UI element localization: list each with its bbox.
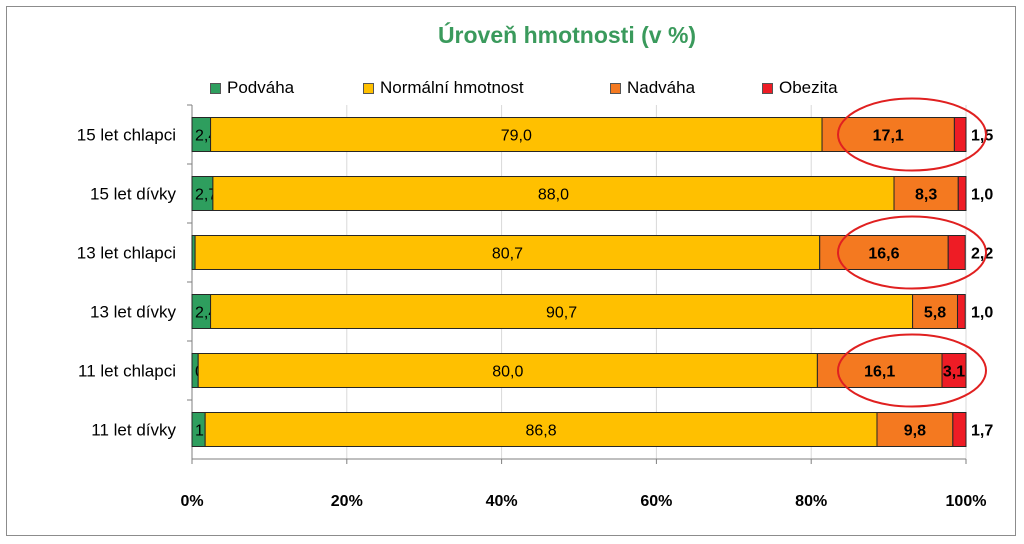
data-label: 5,8	[924, 305, 946, 322]
bar-segment	[953, 117, 967, 152]
data-label: 16,6	[868, 246, 899, 263]
category-label: 15 let chlapci	[77, 126, 176, 145]
chart-legend: Podváha Normální hmotnost Nadváha Obezita	[0, 78, 1024, 102]
bar-segment	[957, 176, 967, 211]
x-tick-label: 0%	[180, 493, 203, 510]
legend-label: Obezita	[779, 78, 838, 97]
x-tick-label: 60%	[640, 493, 672, 510]
data-label: 9,8	[904, 423, 926, 440]
data-label: 17,1	[873, 128, 904, 145]
legend-swatch	[210, 82, 221, 94]
category-label: 15 let dívky	[90, 185, 176, 204]
data-label: 80,7	[492, 246, 523, 263]
data-label: 2,2	[971, 246, 993, 263]
data-label: 8,3	[915, 187, 937, 204]
data-label: 16,1	[864, 364, 895, 381]
bar-segment	[204, 412, 878, 447]
category-label: 11 let chlapci	[78, 362, 176, 381]
bar-segment	[197, 353, 818, 388]
data-label: 80,0	[492, 364, 523, 381]
legend-item: Nadváha	[610, 78, 695, 98]
data-label: 1,0	[971, 187, 993, 204]
bar-segment	[212, 176, 895, 211]
legend-label: Podváha	[227, 78, 295, 97]
highlight-ellipse	[837, 215, 987, 290]
legend-swatch	[363, 82, 374, 94]
legend-item: Normální hmotnost	[363, 78, 524, 98]
x-tick-label: 20%	[331, 493, 363, 510]
legend-swatch	[610, 82, 621, 94]
data-label: 90,7	[546, 305, 577, 322]
highlight-ellipse	[837, 333, 987, 408]
data-label: 3,1	[943, 364, 965, 381]
x-tick-label: 100%	[946, 493, 987, 510]
bar-segment	[210, 294, 914, 329]
legend-label: Nadváha	[627, 78, 696, 97]
bar-segment	[956, 294, 966, 329]
bar-segment	[941, 353, 967, 388]
data-label: 1,0	[971, 305, 993, 322]
bar-segment	[952, 412, 967, 447]
bar-segment	[210, 117, 823, 152]
data-label: 1,7	[971, 423, 993, 440]
bar-segment	[893, 176, 959, 211]
legend-swatch	[762, 82, 773, 94]
data-label: 1,5	[971, 128, 993, 145]
data-label: 79,0	[501, 128, 532, 145]
data-label: 88,0	[538, 187, 569, 204]
legend-label: Normální hmotnost	[380, 78, 524, 97]
highlight-ellipse	[837, 97, 987, 172]
x-tick-label: 40%	[486, 493, 518, 510]
bar-segment	[947, 235, 966, 270]
data-label: 86,8	[526, 423, 557, 440]
legend-item: Obezita	[762, 78, 838, 98]
legend-item: Podváha	[210, 78, 294, 98]
chart-title: Úroveň hmotnosti (v %)	[437, 22, 697, 48]
data-label: 2,7	[195, 187, 217, 204]
category-label: 13 let dívky	[90, 303, 176, 322]
category-label: 13 let chlapci	[77, 244, 176, 263]
x-tick-label: 80%	[795, 493, 827, 510]
category-label: 11 let dívky	[91, 421, 176, 440]
